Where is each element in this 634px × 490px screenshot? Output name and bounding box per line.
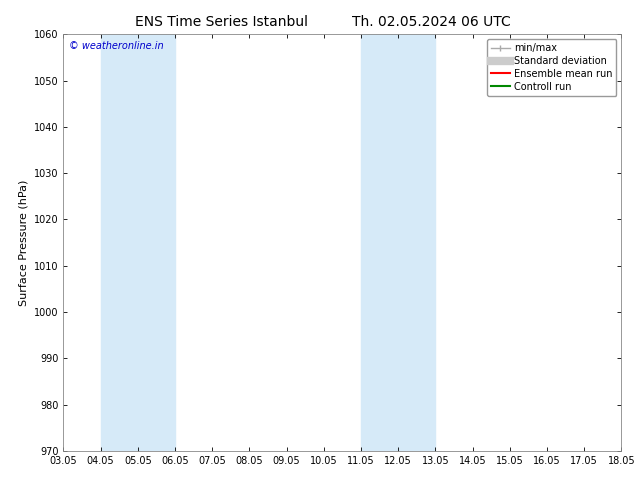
Text: © weatheronline.in: © weatheronline.in — [69, 41, 164, 50]
Text: Th. 02.05.2024 06 UTC: Th. 02.05.2024 06 UTC — [352, 15, 510, 29]
Y-axis label: Surface Pressure (hPa): Surface Pressure (hPa) — [18, 179, 29, 306]
Text: ENS Time Series Istanbul: ENS Time Series Istanbul — [136, 15, 308, 29]
Legend: min/max, Standard deviation, Ensemble mean run, Controll run: min/max, Standard deviation, Ensemble me… — [487, 39, 616, 96]
Bar — [361, 34, 436, 451]
Bar — [101, 34, 175, 451]
